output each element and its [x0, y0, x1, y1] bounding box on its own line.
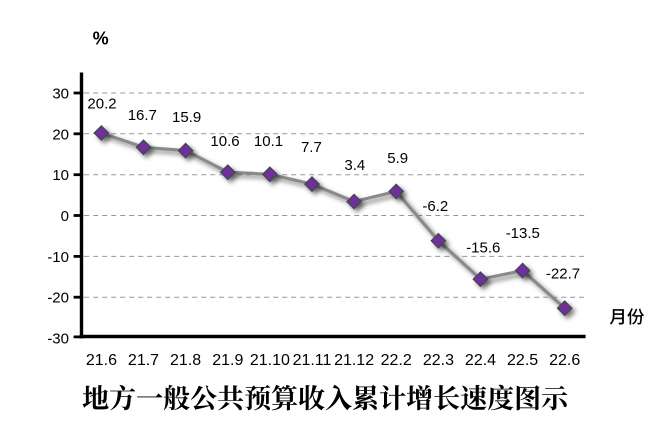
svg-text:-20: -20 [47, 290, 69, 307]
svg-text:22.3: 22.3 [423, 352, 454, 369]
svg-text:30: 30 [52, 86, 69, 103]
svg-text:20.2: 20.2 [87, 96, 116, 113]
svg-text:20: 20 [52, 126, 69, 143]
svg-text:21.8: 21.8 [170, 352, 201, 369]
svg-text:-13.5: -13.5 [506, 225, 540, 242]
svg-text:22.5: 22.5 [507, 352, 538, 369]
svg-text:-30: -30 [47, 331, 69, 348]
svg-text:3.4: 3.4 [344, 157, 365, 174]
svg-text:21.12: 21.12 [334, 352, 374, 369]
svg-text:22.4: 22.4 [465, 352, 496, 369]
svg-text:21.6: 21.6 [86, 352, 117, 369]
svg-text:15.9: 15.9 [172, 109, 201, 126]
svg-text:-22.7: -22.7 [546, 266, 580, 283]
svg-text:16.7: 16.7 [128, 107, 157, 124]
svg-text:-15.6: -15.6 [466, 239, 500, 256]
svg-text:0: 0 [61, 208, 69, 225]
svg-text:22.6: 22.6 [549, 352, 580, 369]
svg-text:10: 10 [52, 167, 69, 184]
svg-text:21.10: 21.10 [250, 352, 290, 369]
svg-text:10.1: 10.1 [254, 133, 283, 150]
svg-text:22.2: 22.2 [381, 352, 412, 369]
svg-text:-6.2: -6.2 [422, 198, 448, 215]
svg-text:21.11: 21.11 [293, 352, 332, 369]
svg-text:21.7: 21.7 [128, 352, 159, 369]
svg-text:10.6: 10.6 [210, 133, 239, 150]
svg-text:-10: -10 [47, 249, 69, 266]
svg-text:21.9: 21.9 [212, 352, 243, 369]
svg-text:%: % [93, 29, 109, 49]
svg-text:7.7: 7.7 [301, 139, 322, 156]
svg-text:5.9: 5.9 [387, 150, 408, 167]
